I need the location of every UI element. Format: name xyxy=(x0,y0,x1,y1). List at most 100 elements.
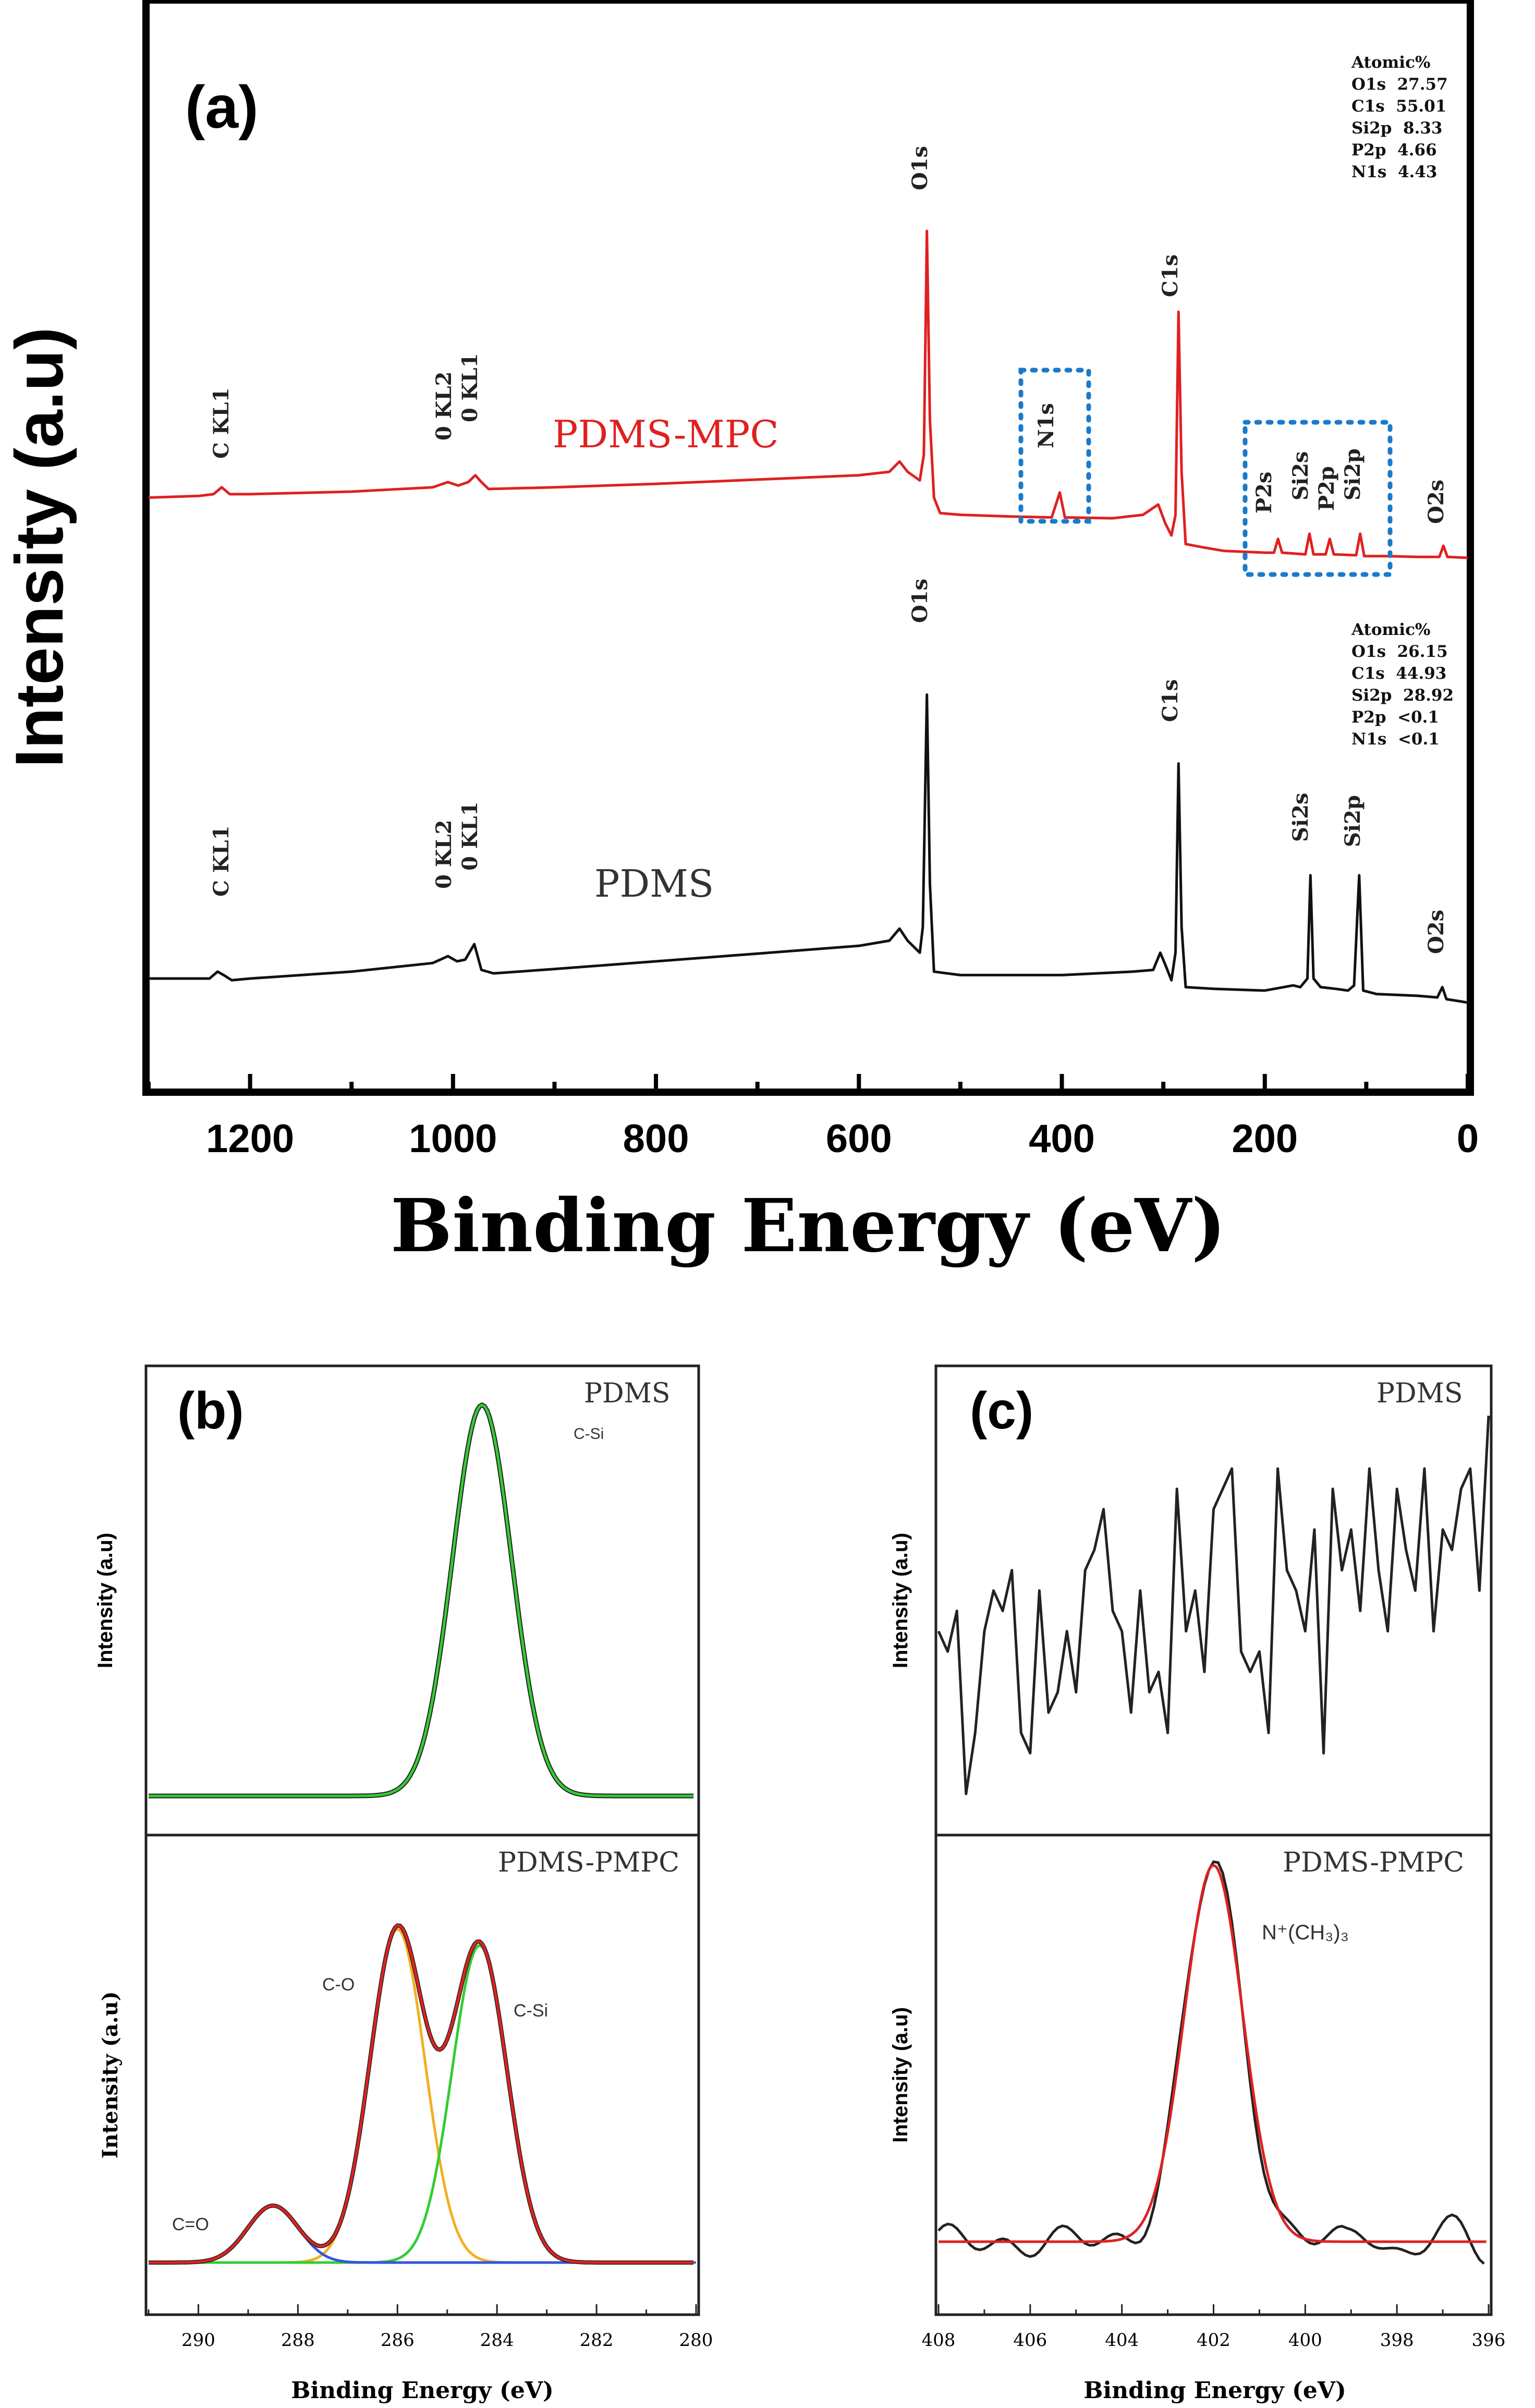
peak-label-mpc-0kl2: 0 KL2 xyxy=(432,372,456,441)
panel-c-label: (c) xyxy=(970,1382,1033,1440)
x-tick-label: 404 xyxy=(1105,2330,1139,2351)
panel-c-top-label: PDMS xyxy=(1376,1378,1463,1409)
peak-label-pdms-si2p: Si2p xyxy=(1341,795,1365,847)
panel-b: 290 288 286 284 282 280 (b) PDMS C-Si PDMS-PM… xyxy=(94,1364,713,2404)
x-tick-label: 1000 xyxy=(409,1117,497,1161)
atomic-mpc-row: N1s 4.43 xyxy=(1351,163,1437,181)
peak-label-csi: C-Si xyxy=(514,2001,548,2021)
x-tick-label: 284 xyxy=(480,2330,514,2351)
x-tick-label: 600 xyxy=(826,1117,892,1161)
peak-label-pdms-0kl2: 0 KL2 xyxy=(432,820,456,889)
peak-label-mpc-c1s: C1s xyxy=(1158,254,1183,297)
peak-label-mpc-p2p: P2p xyxy=(1314,466,1339,511)
panel-b-top-peak-label: C-Si xyxy=(574,1425,604,1443)
panel-c-xlabel: Binding Energy (eV) xyxy=(1083,2377,1346,2404)
atomic-pdms-row: O1s 26.15 xyxy=(1351,642,1448,661)
panel-b-top-label: PDMS xyxy=(584,1378,671,1409)
atomic-table-pdms: Atomic% O1s 26.15 C1s 44.93 Si2p 28.92 P… xyxy=(1351,620,1454,749)
peak-label-mpc-si2s: Si2s xyxy=(1288,451,1313,500)
x-tick-label: 290 xyxy=(181,2330,215,2351)
x-tick-label: 1200 xyxy=(206,1117,294,1161)
panel-a-ticks: 1200 1000 800 600 400 200 0 xyxy=(147,1074,1479,1161)
peak-label-n-ch3: N⁺(CH₃)₃ xyxy=(1262,1921,1349,1944)
peak-label-mpc-o2s: O2s xyxy=(1424,480,1448,524)
peak-label-mpc-0kl1: 0 KL1 xyxy=(458,353,482,422)
atomic-pdms-row: P2p <0.1 xyxy=(1351,708,1439,727)
panel-b-ticks: 290 288 286 284 282 280 xyxy=(148,2304,713,2351)
series-line-pdms xyxy=(149,693,1468,1004)
atomic-mpc-row: Si2p 8.33 xyxy=(1351,119,1443,138)
pdms-n1s-raw xyxy=(937,1415,1490,1795)
panel-a-xlabel: Binding Energy (eV) xyxy=(391,1183,1226,1269)
x-tick-label: 408 xyxy=(922,2330,956,2351)
panel-a-curves xyxy=(148,229,1468,1004)
x-tick-label: 282 xyxy=(580,2330,614,2351)
x-tick-label: 288 xyxy=(281,2330,315,2351)
atomic-pdms-header: Atomic% xyxy=(1351,620,1430,639)
atomic-pdms-row: Si2p 28.92 xyxy=(1351,686,1454,705)
atomic-table-mpc: Atomic% O1s 27.57 C1s 55.01 Si2p 8.33 P2… xyxy=(1351,53,1448,181)
peak-label-c-double-o: C=O xyxy=(172,2215,209,2234)
peak-label-mpc-n1s: N1s xyxy=(1034,403,1058,448)
panel-c-bottom-ylabel: Intensity (a.u) xyxy=(889,2007,912,2143)
peak-label-mpc-si2p: Si2p xyxy=(1341,448,1365,500)
atomic-mpc-row: P2p 4.66 xyxy=(1351,141,1437,160)
panel-a-ylabel: Intensity (a.u) xyxy=(1,327,77,767)
panel-c: 408 406 404 402 400 398 396 (c) PDMS PDMS-PMPC… xyxy=(889,1364,1506,2404)
x-tick-label: 396 xyxy=(1472,2330,1506,2351)
series-line-pdms-mpc xyxy=(148,229,1468,559)
panel-b-bottom-frame xyxy=(144,1833,700,2316)
panel-c-bottom-label: PDMS-PMPC xyxy=(1283,1847,1464,1878)
fit-peak-c-o xyxy=(149,1927,694,2264)
peak-label-mpc-p2s: P2s xyxy=(1252,472,1276,514)
peak-label-mpc-o1s: O1s xyxy=(908,146,932,190)
panel-b-top-ylabel: Intensity (a.u) xyxy=(94,1533,117,1668)
peak-label-pdms-ckl1: C KL1 xyxy=(209,826,234,897)
x-tick-label: 402 xyxy=(1197,2330,1231,2351)
panel-a: 1200 1000 800 600 400 200 0 (a) Intensity (a.u… xyxy=(1,0,1479,1269)
peak-label-pdms-o2s: O2s xyxy=(1424,910,1448,954)
pdms-c1s-fit-csi xyxy=(149,1403,694,1798)
pmpc-n1s-raw xyxy=(937,1860,1485,2265)
x-tick-label: 398 xyxy=(1380,2330,1414,2351)
peak-label-co: C-O xyxy=(322,1975,355,1995)
atomic-pdms-row: C1s 44.93 xyxy=(1351,664,1446,683)
x-tick-label: 280 xyxy=(679,2330,713,2351)
panel-b-xlabel: Binding Energy (eV) xyxy=(291,2377,554,2404)
peak-label-mpc-ckl1: C KL1 xyxy=(209,388,234,459)
peak-label-pdms-0kl1: 0 KL1 xyxy=(458,802,482,871)
panel-b-curves xyxy=(149,1402,696,2265)
x-tick-label: 400 xyxy=(1029,1117,1095,1161)
panel-c-curves xyxy=(937,1415,1490,2265)
atomic-mpc-row: O1s 27.57 xyxy=(1351,75,1448,94)
atomic-pdms-row: N1s <0.1 xyxy=(1351,730,1440,749)
highlight-box-p-si xyxy=(1242,420,1393,577)
highlight-box-n1s xyxy=(1018,368,1091,524)
peak-label-pdms-c1s: C1s xyxy=(1158,679,1183,722)
atomic-mpc-header: Atomic% xyxy=(1351,53,1430,72)
fit-envelope xyxy=(149,1924,694,2264)
pmpc-n1s-fit xyxy=(939,1864,1487,2243)
panel-b-bottom-ylabel: Intensity (a.u) xyxy=(98,1991,123,2159)
x-tick-label: 400 xyxy=(1288,2330,1322,2351)
atomic-mpc-row: C1s 55.01 xyxy=(1351,97,1446,116)
panel-b-label: (b) xyxy=(177,1382,244,1440)
panel-a-label: (a) xyxy=(185,74,259,141)
panel-b-bottom-label: PDMS-PMPC xyxy=(498,1847,679,1878)
x-tick-label: 200 xyxy=(1232,1117,1298,1161)
series-label-pdms: PDMS xyxy=(594,862,714,906)
fit-peak-c=o xyxy=(149,2204,694,2264)
x-tick-label: 286 xyxy=(381,2330,415,2351)
pdms-c1s-envelope xyxy=(149,1402,694,1799)
x-tick-label: 0 xyxy=(1457,1117,1479,1161)
peak-label-pdms-o1s: O1s xyxy=(908,579,932,623)
raw-envelope xyxy=(149,1923,694,2265)
peak-label-pdms-si2s: Si2s xyxy=(1288,793,1313,842)
x-tick-label: 800 xyxy=(623,1117,689,1161)
panel-c-ticks: 408 406 404 402 400 398 396 xyxy=(922,2304,1506,2351)
x-tick-label: 406 xyxy=(1013,2330,1047,2351)
panel-c-top-ylabel: Intensity (a.u) xyxy=(889,1533,912,1668)
series-label-pdms-mpc: PDMS-MPC xyxy=(553,412,778,456)
panel-a-frame xyxy=(142,0,1474,1096)
